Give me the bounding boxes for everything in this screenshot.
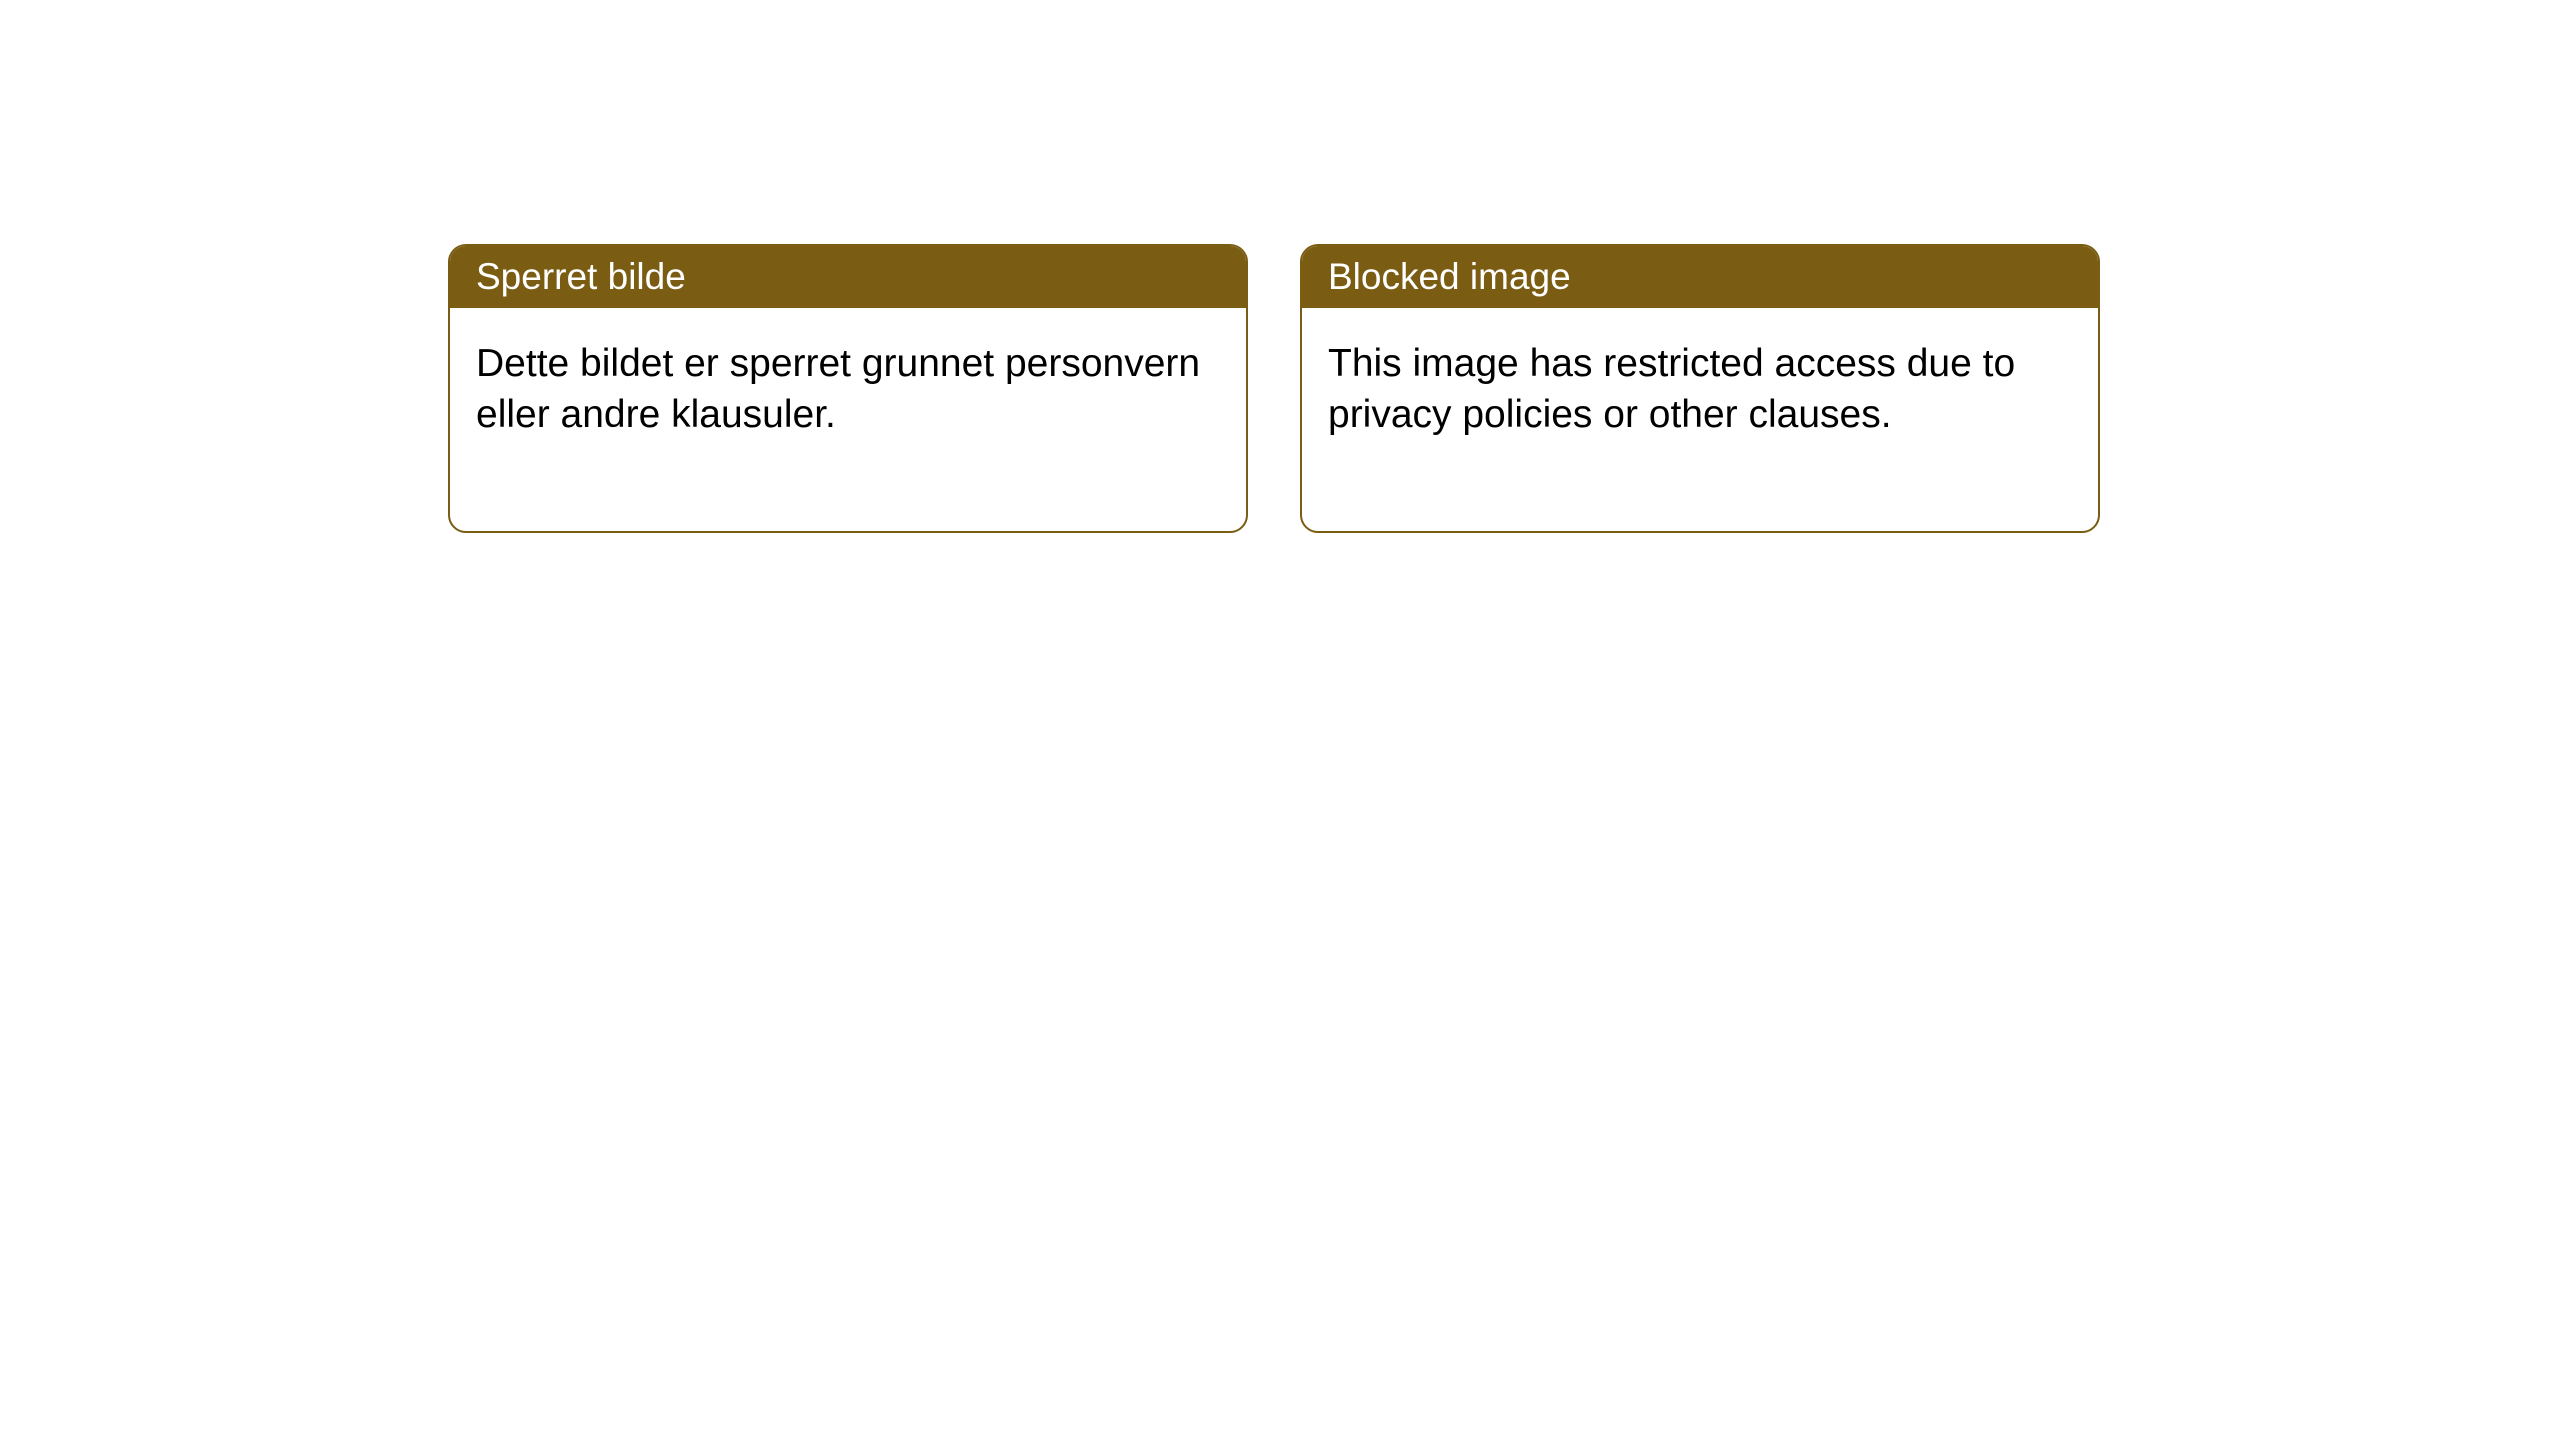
notice-card-no: Sperret bilde Dette bildet er sperret gr… bbox=[448, 244, 1248, 533]
notice-card-header-no: Sperret bilde bbox=[450, 246, 1246, 308]
notice-card-header-en: Blocked image bbox=[1302, 246, 2098, 308]
notice-card-body-en: This image has restricted access due to … bbox=[1302, 308, 2098, 531]
notice-card-body-no: Dette bildet er sperret grunnet personve… bbox=[450, 308, 1246, 531]
notice-card-en: Blocked image This image has restricted … bbox=[1300, 244, 2100, 533]
notice-cards-container: Sperret bilde Dette bildet er sperret gr… bbox=[448, 244, 2100, 533]
